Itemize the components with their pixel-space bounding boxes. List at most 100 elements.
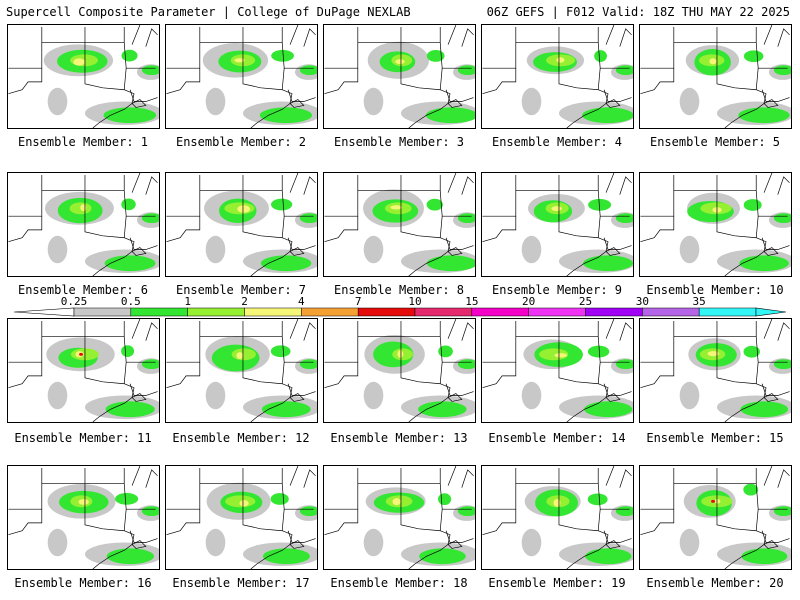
scp-contours — [679, 45, 791, 126]
member-map — [166, 173, 317, 276]
member-label: Ensemble Member: 9 — [491, 283, 623, 297]
member-label: Ensemble Member: 2 — [175, 135, 307, 149]
map-boundaries — [166, 173, 316, 276]
map-boundaries — [324, 173, 474, 276]
scp-contours — [47, 483, 159, 567]
member-map — [166, 319, 317, 422]
ensemble-panel — [323, 465, 476, 570]
header-run-info: 06Z GEFS | F012 Valid: 18Z THU MAY 22 20… — [486, 5, 790, 19]
ensemble-panel — [7, 24, 160, 129]
scp-contours — [204, 190, 317, 274]
colorbar-tick-label: 2 — [241, 295, 248, 308]
scp-contours — [521, 486, 633, 567]
colorbar: 0.25 0.5 1 2 4 7 10 15 20 25 30 35 — [13, 295, 787, 317]
scp-contours — [363, 41, 475, 126]
colorbar-tick-label: 20 — [522, 295, 535, 308]
ensemble-panel — [481, 465, 634, 570]
ensemble-panel — [323, 318, 476, 423]
colorbar-swatch — [642, 307, 700, 317]
member-map — [324, 466, 475, 569]
colorbar-tick-label: 15 — [465, 295, 478, 308]
colorbar-swatch — [414, 307, 473, 317]
member-label: Ensemble Member: 17 — [172, 576, 310, 590]
ensemble-panel — [639, 24, 792, 129]
ensemble-panel — [323, 24, 476, 129]
map-boundaries — [482, 319, 632, 422]
scp-contours — [363, 487, 475, 567]
colorbar-swatch — [187, 307, 245, 317]
ensemble-panel — [323, 172, 476, 277]
map-boundaries — [324, 25, 474, 128]
colorbar-low-arrow — [13, 307, 75, 317]
scp-contours — [202, 43, 317, 126]
map-boundaries — [8, 319, 158, 422]
member-map — [640, 319, 791, 422]
colorbar-tick-label: 25 — [579, 295, 592, 308]
member-label: Ensemble Member: 15 — [646, 431, 784, 445]
member-map — [8, 466, 159, 569]
member-map — [8, 173, 159, 276]
header-title: Supercell Composite Parameter | College … — [6, 5, 411, 19]
scp-contours — [521, 46, 633, 126]
member-label: Ensemble Member: 10 — [646, 283, 784, 297]
colorbar-swatch — [130, 307, 188, 317]
ensemble-panel — [481, 318, 634, 423]
map-boundaries — [8, 173, 158, 276]
member-label: Ensemble Member: 13 — [330, 431, 468, 445]
ensemble-panel — [639, 172, 792, 277]
ensemble-panel — [165, 172, 318, 277]
map-boundaries — [324, 319, 474, 422]
colorbar-swatch — [471, 307, 529, 317]
member-label: Ensemble Member: 3 — [333, 135, 465, 149]
member-label: Ensemble Member: 11 — [14, 431, 152, 445]
ensemble-panel — [481, 172, 634, 277]
ensemble-panel — [7, 465, 160, 570]
colorbar-swatch — [528, 307, 586, 317]
member-map — [640, 25, 791, 128]
map-boundaries — [8, 466, 158, 569]
scp-contours — [45, 191, 159, 274]
colorbar-tick-label: 0.5 — [121, 295, 141, 308]
ensemble-panel — [165, 465, 318, 570]
map-boundaries — [640, 25, 790, 128]
member-label: Ensemble Member: 7 — [175, 283, 307, 297]
member-label: Ensemble Member: 14 — [488, 431, 626, 445]
colorbar-tick-label: 35 — [693, 295, 706, 308]
scp-contours — [46, 337, 159, 420]
colorbar-tick-label: 4 — [298, 295, 305, 308]
ensemble-panel — [481, 24, 634, 129]
member-map — [324, 173, 475, 276]
colorbar-tick-label: 10 — [408, 295, 421, 308]
map-boundaries — [166, 319, 316, 422]
member-label: Ensemble Member: 16 — [14, 576, 152, 590]
member-label: Ensemble Member: 19 — [488, 576, 626, 590]
map-boundaries — [640, 173, 790, 276]
member-map — [8, 319, 159, 422]
member-map — [482, 466, 633, 569]
ensemble-panel — [7, 318, 160, 423]
member-label: Ensemble Member: 12 — [172, 431, 310, 445]
member-map — [324, 25, 475, 128]
member-map — [166, 466, 317, 569]
map-boundaries — [324, 466, 474, 569]
map-boundaries — [640, 319, 790, 422]
scp-contours — [363, 189, 475, 274]
map-boundaries — [640, 466, 790, 569]
colorbar-high-arrow — [755, 307, 787, 317]
member-label: Ensemble Member: 6 — [17, 283, 149, 297]
scp-contours — [363, 334, 475, 420]
colorbar-tick-label: 1 — [184, 295, 191, 308]
member-label: Ensemble Member: 8 — [333, 283, 465, 297]
ensemble-panel — [639, 318, 792, 423]
member-map — [482, 319, 633, 422]
map-boundaries — [482, 25, 632, 128]
ensemble-panel — [7, 172, 160, 277]
colorbar-swatch — [301, 307, 359, 317]
scp-contours — [205, 482, 317, 567]
colorbar-swatch — [698, 307, 757, 317]
member-map — [640, 466, 791, 569]
colorbar-swatch — [357, 307, 416, 317]
member-label: Ensemble Member: 1 — [17, 135, 149, 149]
member-map — [166, 25, 317, 128]
member-label: Ensemble Member: 20 — [646, 576, 784, 590]
